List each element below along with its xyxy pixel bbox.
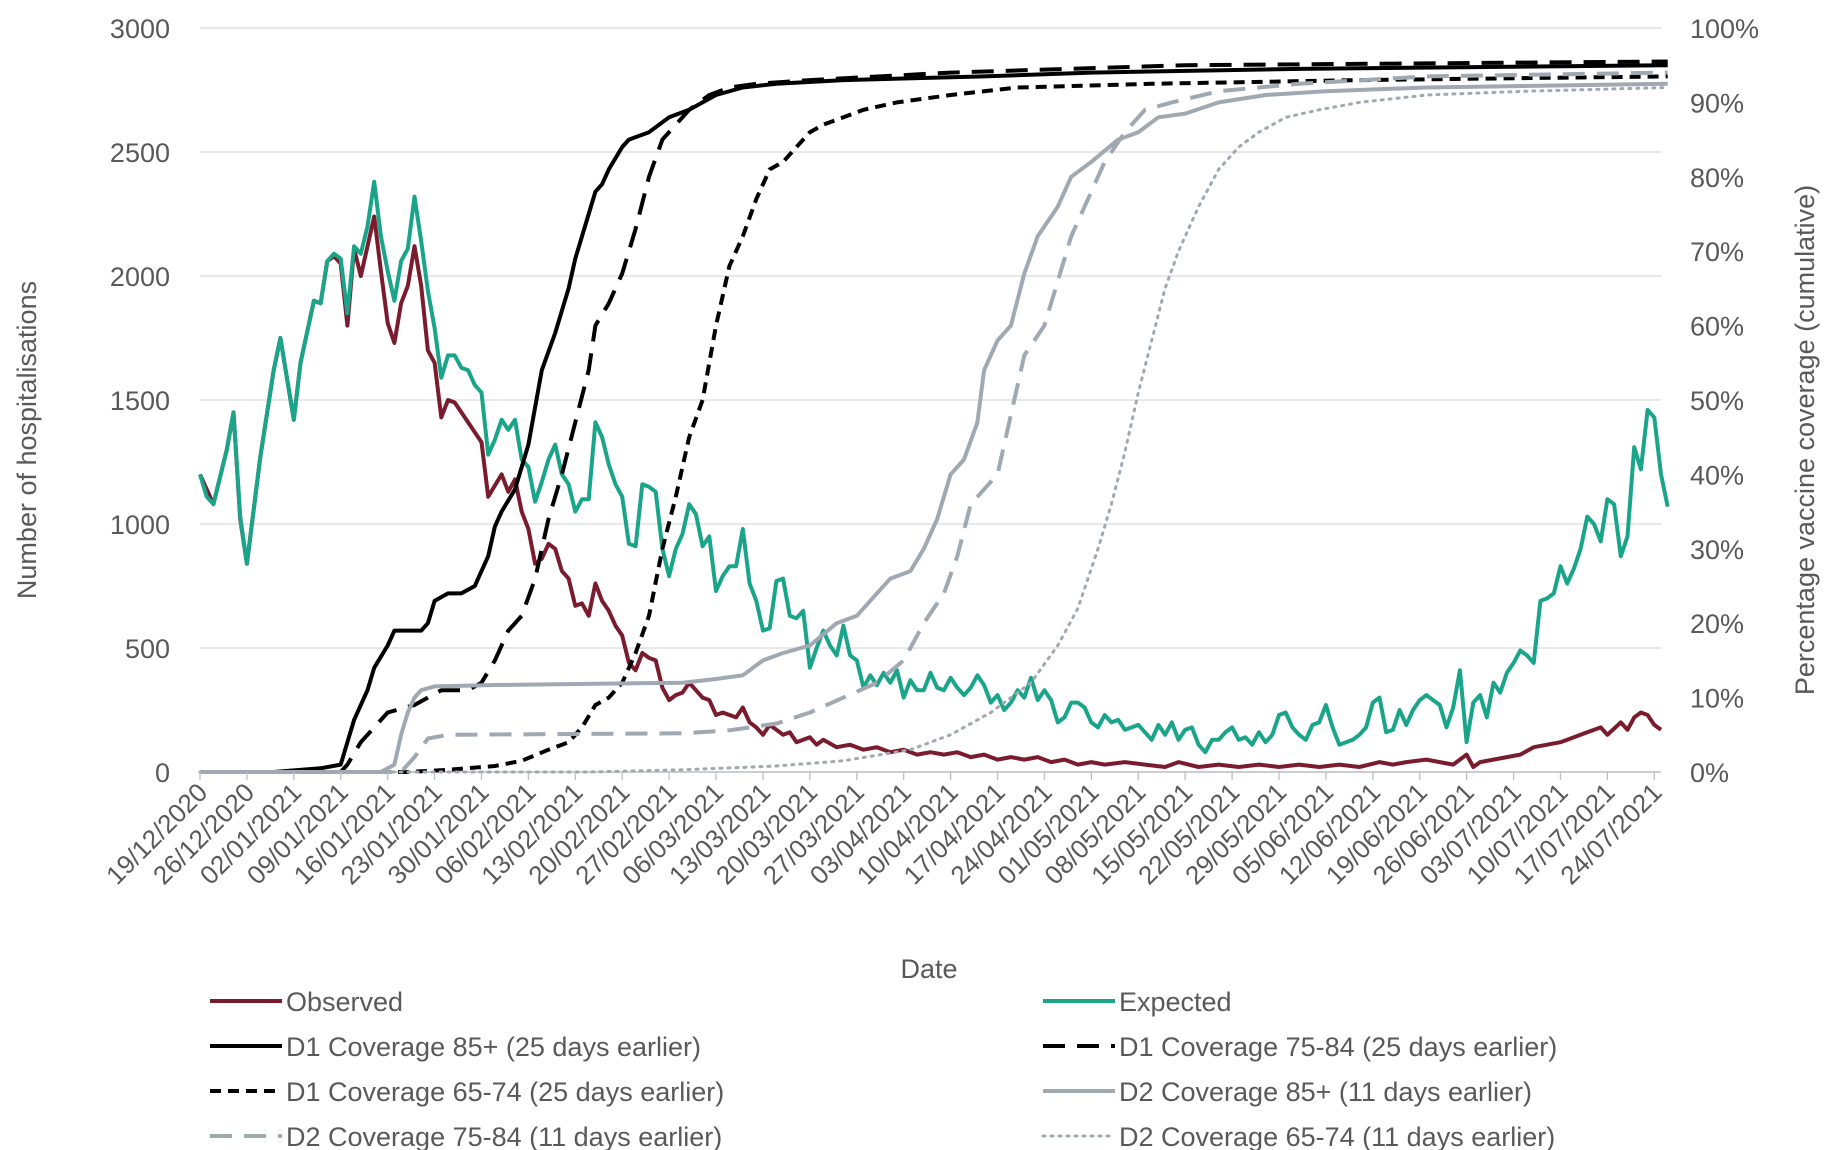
y2-tick-label: 20% [1690,609,1744,639]
legend-entry: D1 Coverage 85+ (25 days earlier) [286,1032,701,1062]
y-tick-label: 1000 [110,510,170,540]
y2-tick-label: 10% [1690,684,1744,714]
y2-tick-label: 40% [1690,460,1744,490]
series-line [200,59,1668,774]
y-tick-label: 2000 [110,262,170,292]
y-axis-label: Number of hospitalisations [12,281,42,599]
legend: Observed Expected D1 Coverage 85+ (25 days… [210,987,1557,1150]
legend-entry: D2 Coverage 85+ (11 days earlier) [1119,1077,1532,1107]
y-axis-ticks: 0 500 1000 1500 2000 2500 3000 [110,14,170,788]
y-tick-label: 2500 [110,138,170,168]
y2-tick-label: 30% [1690,535,1744,565]
y2-axis-label: Percentage vaccine coverage (cumulative) [1790,185,1820,695]
y2-tick-label: 80% [1690,163,1744,193]
y-tick-label: 500 [125,634,170,664]
gridlines [200,27,1661,773]
y-tick-label: 3000 [110,14,170,44]
legend-entry: D2 Coverage 65-74 (11 days earlier) [1119,1122,1555,1150]
legend-entry: Observed [286,987,403,1017]
y2-tick-label: 70% [1690,237,1744,267]
y2-axis-ticks: 0% 10% 20% 30% 40% 50% 60% 70% 80% 90% 100% [1690,14,1759,788]
legend-entry: D2 Coverage 75-84 (11 days earlier) [286,1122,722,1150]
series-line [198,214,1663,769]
y2-tick-label: 60% [1690,312,1744,342]
y-tick-label: 1500 [110,386,170,416]
y2-tick-label: 100% [1690,14,1759,44]
legend-entry: D1 Coverage 65-74 (25 days earlier) [286,1077,724,1107]
legend-entry: Expected [1119,987,1232,1017]
series-line [198,179,1670,755]
x-axis-label: Date [900,954,957,984]
series-lines [198,59,1670,774]
series-line [198,86,1670,774]
y2-tick-label: 0% [1690,758,1729,788]
y2-tick-label: 90% [1690,88,1744,118]
series-line [200,63,1668,774]
series-line [200,81,1668,774]
series-line [200,74,1668,774]
y2-tick-label: 50% [1690,386,1744,416]
x-axis-ticks: 19/12/202026/12/202002/01/202109/01/2021… [100,772,1668,890]
series-line [200,70,1668,774]
legend-entry: D1 Coverage 75-84 (25 days earlier) [1119,1032,1557,1062]
y-tick-label: 0 [155,758,170,788]
